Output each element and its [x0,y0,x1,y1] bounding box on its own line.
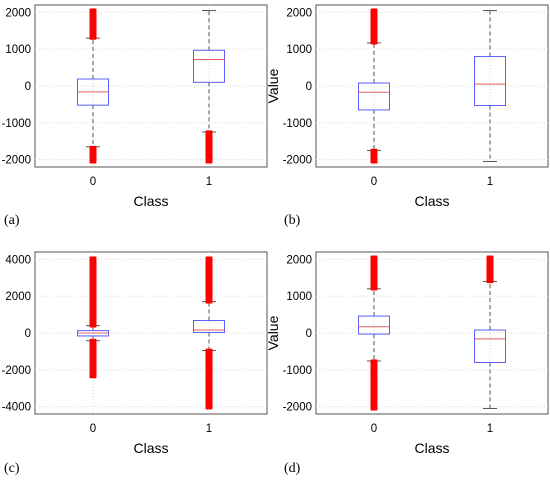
upper-outliers [89,256,97,328]
plot-frame [34,4,268,168]
y-tick-label: -4000 [2,402,31,414]
upper-outliers [205,256,213,304]
y-tick-label: -1000 [283,365,312,377]
plot-frame [315,251,549,415]
box-class-0 [77,256,109,379]
y-tick-label: 1000 [286,44,312,56]
x-tick-label: 0 [371,423,377,435]
plot-frame [34,251,268,415]
x-axis-label: Class [133,440,168,456]
x-axis-label: Class [133,193,168,209]
box-class-1 [193,256,225,410]
y-tick-label: 2000 [5,7,31,19]
panel-label-c: (c) [4,461,20,476]
panel-label-d: (d) [284,461,301,476]
y-tick-label: -2000 [2,365,31,377]
chart-panel-d: -2000 -1000 0 1000 2000 0 1 Class Value [265,251,549,456]
iqr-box [474,329,506,363]
x-tick-label: 1 [206,423,212,435]
panel-label-a: (a) [4,213,20,228]
upper-outliers [89,8,97,40]
y-tick-label: -1000 [2,118,31,130]
upper-outliers [486,255,494,284]
y-tick-label: -2000 [283,155,312,167]
lower-outliers [89,338,97,379]
y-tick-label: 0 [25,328,31,340]
lower-outliers [370,148,378,164]
iqr-box [193,319,225,333]
box-class-1 [474,10,506,162]
y-tick-label: 1000 [286,291,312,303]
y-tick-label: -2000 [2,155,31,167]
x-axis-label: Class [414,193,449,209]
y-axis-label: Value [265,315,281,350]
y-tick-label: 0 [306,81,312,93]
box-class-0 [358,255,390,411]
upper-outliers [370,255,378,291]
plot-frame [315,4,549,168]
lower-outliers [89,145,97,164]
lower-outliers [370,359,378,411]
x-tick-label: 1 [487,176,493,188]
y-tick-label: -1000 [283,118,312,130]
y-tick-label: 2000 [5,291,31,303]
box-class-1 [474,255,506,409]
panel-label-b: (b) [284,213,301,228]
x-axis-label: Class [414,440,449,456]
x-tick-label: 0 [90,176,96,188]
y-tick-label: 0 [306,328,312,340]
box-class-0 [77,8,109,164]
y-tick-label: 1000 [5,44,31,56]
lower-outliers [205,348,213,410]
y-tick-label: 4000 [5,254,31,266]
y-tick-label: 0 [25,81,31,93]
iqr-box [358,315,390,335]
y-tick-label: 2000 [286,254,312,266]
box-class-0 [358,8,390,164]
x-tick-label: 0 [90,423,96,435]
chart-panel-b: -2000 -1000 0 1000 2000 0 1 Class Value [265,4,549,209]
x-tick-label: 1 [487,423,493,435]
y-axis-label: Value [265,68,281,103]
x-tick-label: 0 [371,176,377,188]
y-tick-label: -2000 [283,402,312,414]
iqr-box [474,56,506,107]
chart-panel-c: -4000-200002000400001ClassValue [2,251,268,456]
y-tick-label: 2000 [286,7,312,19]
iqr-box [358,82,390,111]
x-tick-label: 1 [206,176,212,188]
upper-outliers [370,8,378,45]
iqr-box [193,49,225,83]
box-class-1 [193,10,225,164]
lower-outliers [205,130,213,164]
